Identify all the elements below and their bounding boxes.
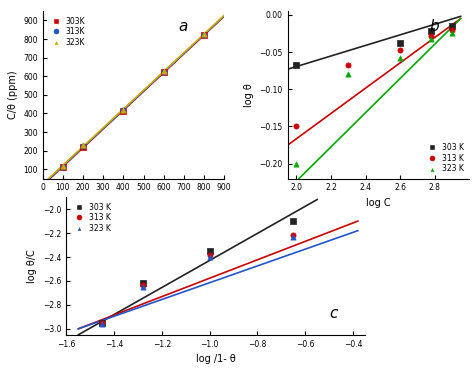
Point xyxy=(345,71,352,77)
Point xyxy=(79,144,87,150)
Point xyxy=(160,68,167,74)
Point xyxy=(206,248,213,254)
Point xyxy=(139,280,146,286)
Point xyxy=(396,55,404,61)
Point xyxy=(345,62,352,68)
Point xyxy=(119,107,127,113)
Point xyxy=(290,232,297,238)
Point xyxy=(59,164,67,170)
Point xyxy=(290,234,297,240)
Point xyxy=(448,31,456,36)
Point xyxy=(59,164,67,170)
Point xyxy=(200,32,208,38)
X-axis label: C /ppm: C /ppm xyxy=(116,198,151,208)
Point xyxy=(59,164,67,170)
Legend: 303K, 313K, 323K: 303K, 313K, 323K xyxy=(46,15,87,48)
Point xyxy=(139,282,146,288)
X-axis label: log C: log C xyxy=(366,198,391,208)
Point xyxy=(119,106,127,112)
Point xyxy=(292,124,300,129)
Y-axis label: C/θ (ppm): C/θ (ppm) xyxy=(8,71,18,119)
Point xyxy=(206,251,213,257)
Point xyxy=(79,142,87,148)
Point xyxy=(428,33,435,39)
Legend: 303 K, 313 K, 323 K: 303 K, 313 K, 323 K xyxy=(70,201,113,234)
Point xyxy=(292,62,300,68)
Point xyxy=(160,69,167,75)
Point xyxy=(396,40,404,46)
Point xyxy=(160,69,167,75)
Point xyxy=(99,320,106,326)
Point xyxy=(428,36,435,42)
Point xyxy=(119,108,127,114)
X-axis label: log /1- θ: log /1- θ xyxy=(196,354,236,364)
Text: b: b xyxy=(429,19,439,34)
Text: c: c xyxy=(329,306,337,321)
Point xyxy=(448,27,456,33)
Point xyxy=(290,218,297,224)
Point xyxy=(200,32,208,38)
Point xyxy=(200,32,208,38)
Text: a: a xyxy=(179,19,188,34)
Point xyxy=(79,143,87,149)
Point xyxy=(428,28,435,34)
Y-axis label: log θ: log θ xyxy=(244,83,254,107)
Point xyxy=(206,254,213,260)
Legend: 303 K, 313 K, 323 K: 303 K, 313 K, 323 K xyxy=(423,142,465,175)
Point xyxy=(292,161,300,167)
Point xyxy=(99,321,106,327)
Point xyxy=(448,23,456,29)
Point xyxy=(396,47,404,53)
Point xyxy=(99,320,106,326)
Point xyxy=(139,284,146,290)
Y-axis label: log θ/C: log θ/C xyxy=(27,249,37,283)
